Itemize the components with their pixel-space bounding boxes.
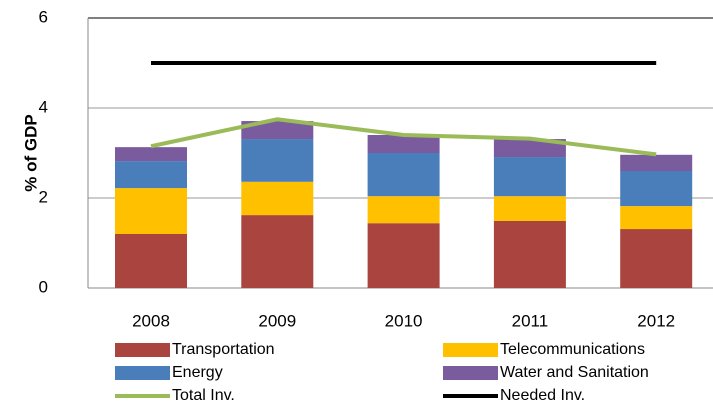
x-tick-label: 2011 bbox=[512, 311, 549, 330]
x-tick-label: 2008 bbox=[132, 311, 170, 330]
legend-swatch bbox=[443, 366, 498, 380]
line bbox=[150, 117, 657, 157]
legend-swatch bbox=[115, 343, 170, 357]
x-tick-label: 2010 bbox=[385, 311, 423, 330]
bar-segment bbox=[493, 139, 566, 158]
bar-segment bbox=[241, 215, 314, 288]
bar-segment bbox=[115, 234, 187, 288]
x-tick-label: 2012 bbox=[637, 311, 675, 330]
bar-segment bbox=[620, 154, 693, 171]
legend-swatch bbox=[115, 366, 170, 380]
bar-segment bbox=[241, 121, 314, 140]
bar-segment bbox=[241, 181, 314, 216]
y-tick-label: 6 bbox=[39, 7, 48, 26]
x-tick-label: 2009 bbox=[258, 311, 296, 330]
bar-segment bbox=[367, 153, 440, 197]
legend-label: Total Inv. bbox=[172, 387, 235, 404]
bar-segment bbox=[620, 171, 693, 207]
legend-swatch bbox=[443, 343, 498, 357]
legend-label: Telecommunications bbox=[500, 341, 645, 358]
bar-segment bbox=[367, 135, 440, 153]
bar-segment bbox=[493, 220, 566, 288]
bar-segment bbox=[115, 147, 187, 162]
bar-segment bbox=[241, 139, 314, 182]
bar-segment bbox=[367, 223, 440, 288]
bar-segment bbox=[620, 229, 693, 288]
y-tick-label: 4 bbox=[39, 97, 48, 116]
bar-segment bbox=[367, 196, 440, 224]
bar-segment bbox=[493, 157, 566, 197]
bar-segment bbox=[115, 188, 187, 234]
legend-label: Needed Inv. bbox=[500, 387, 585, 404]
bar-segment bbox=[493, 196, 566, 221]
y-tick-label: 2 bbox=[39, 187, 48, 206]
bar-segment bbox=[620, 206, 693, 230]
legend-label: Water and Sanitation bbox=[500, 364, 649, 381]
y-axis-label: % of GDP bbox=[21, 114, 40, 191]
legend-label: Energy bbox=[172, 364, 223, 381]
legend-label: Transportation bbox=[172, 341, 275, 358]
bar-segment bbox=[115, 161, 187, 189]
y-tick-label: 0 bbox=[39, 277, 48, 296]
